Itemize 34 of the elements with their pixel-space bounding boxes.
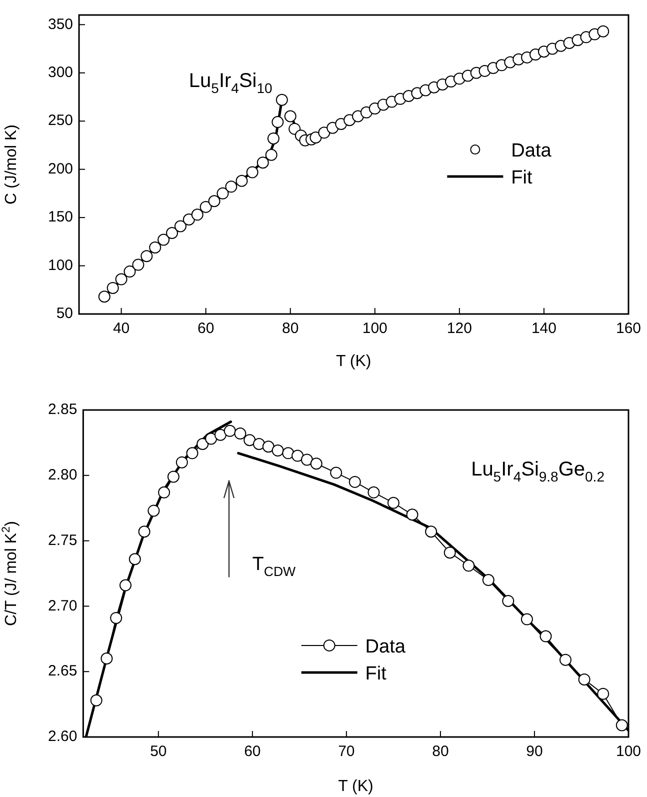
legend-label: Fit [511,168,533,189]
y-tick-label: 300 [48,64,74,82]
x-tick-label: 40 [112,320,130,338]
x-tick-label: 60 [244,743,261,760]
legend-label: Data [365,636,406,658]
y-tick-label: 50 [56,305,74,322]
x-tick-label: 60 [197,320,214,338]
y-axis-title: C (J/mol K) [3,124,20,204]
x-tick-label: 120 [446,320,472,338]
x-tick-label: 160 [616,320,641,338]
y-tick-label: 200 [48,160,74,178]
x-tick-label: 50 [150,743,167,760]
x-axis-title: T (K) [338,778,374,795]
x-tick-label: 140 [531,320,556,338]
y-tick-label: 350 [48,16,74,33]
y-tick-label: 2.65 [48,662,78,680]
y-tick-label: 2.60 [48,728,78,746]
y-tick-label: 2.75 [48,532,78,549]
y-axis-title: C/T (J/ mol K2) [0,521,20,626]
x-axis-title: T (K) [336,353,372,370]
legend-label: Fit [365,663,388,684]
y-tick-label: 2.80 [48,466,78,484]
y-tick-label: 100 [48,256,74,274]
x-tick-label: 80 [282,320,299,338]
x-tick-label: 70 [338,743,355,760]
x-tick-label: 90 [526,743,543,760]
legend-label: Data [511,140,552,162]
y-tick-label: 2.70 [48,597,78,614]
y-tick-label: 150 [48,208,74,226]
x-tick-label: 100 [362,320,388,338]
y-tick-label: 250 [48,112,74,130]
y-tick-label: 2.85 [48,401,78,418]
x-tick-label: 80 [432,743,449,760]
x-tick-label: 100 [616,743,641,760]
